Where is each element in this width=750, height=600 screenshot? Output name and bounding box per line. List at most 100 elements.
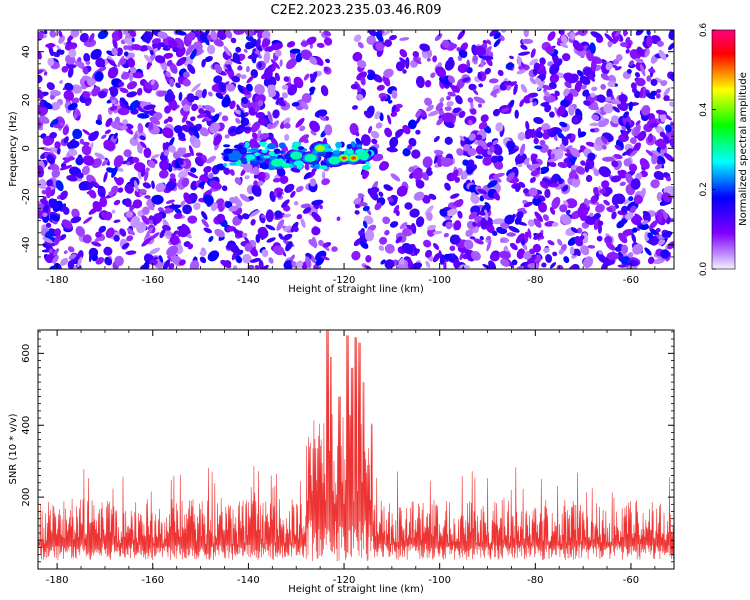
heatmap-cell — [620, 205, 629, 214]
x-tick-label: -60 — [623, 575, 639, 586]
heatmap-cell — [412, 168, 423, 180]
heatmap-cell — [109, 87, 119, 97]
heatmap-cell — [186, 93, 195, 103]
heatmap-cell — [189, 167, 197, 173]
heatmap-cell — [357, 193, 365, 198]
heatmap-cell — [641, 220, 649, 225]
heatmap-cell — [539, 139, 546, 146]
heatmap-cell — [182, 78, 191, 87]
heatmap-cell — [421, 51, 428, 59]
heatmap-cell — [352, 105, 358, 110]
x-tick-label: -80 — [527, 575, 543, 586]
heatmap-cell — [54, 233, 61, 246]
heatmap-cell — [111, 99, 116, 105]
heatmap-cell — [486, 239, 492, 252]
heatmap-cell — [169, 173, 176, 179]
heatmap-cell — [272, 109, 280, 119]
heatmap-cell — [648, 219, 659, 230]
heatmap-cell — [286, 41, 296, 48]
heatmap-cell — [74, 60, 84, 69]
heatmap-cell — [321, 171, 326, 180]
heatmap-cell — [446, 95, 451, 101]
heatmap-cell — [514, 184, 521, 191]
heatmap-cell — [654, 163, 663, 170]
heatmap-cell — [517, 55, 522, 67]
heatmap-cell — [579, 75, 591, 85]
heatmap-cell — [551, 196, 561, 210]
heatmap-cell — [452, 200, 460, 206]
heatmap-cell — [570, 147, 581, 158]
heatmap-cell — [585, 174, 593, 183]
heatmap-cell — [640, 114, 649, 122]
heatmap-cell — [543, 214, 549, 221]
heatmap-cell — [113, 155, 124, 168]
heatmap-cell — [119, 228, 127, 237]
heatmap-signal-cell — [347, 149, 354, 155]
heatmap-cell — [313, 264, 320, 269]
heatmap-cell — [82, 234, 92, 244]
heatmap-cell — [113, 234, 120, 242]
heatmap-peak — [357, 151, 370, 160]
heatmap-cell — [371, 138, 378, 145]
heatmap-signal-cell — [246, 157, 251, 163]
heatmap-cell — [92, 201, 103, 212]
heatmap-cell — [633, 194, 643, 205]
heatmap-cell — [46, 82, 55, 91]
heatmap-cell — [250, 218, 256, 226]
heatmap-cell — [549, 183, 560, 188]
heatmap-cell — [659, 131, 666, 138]
heatmap-cell — [39, 198, 49, 205]
heatmap-cell — [630, 137, 637, 145]
heatmap-cell — [237, 65, 243, 71]
heatmap-cell — [86, 77, 96, 87]
heatmap-cell — [177, 157, 184, 166]
heatmap-cell — [42, 237, 53, 244]
heatmap-cell — [444, 58, 455, 71]
heatmap-cell — [569, 263, 580, 269]
heatmap-cell — [123, 37, 134, 46]
heatmap-cell — [463, 239, 474, 250]
heatmap-cell — [132, 72, 144, 79]
heatmap-cell — [560, 34, 568, 44]
heatmap-cell — [607, 40, 613, 48]
heatmap-cell — [295, 260, 304, 269]
heatmap-cell — [488, 260, 497, 269]
heatmap-cell — [129, 30, 137, 38]
heatmap-cell — [551, 222, 559, 227]
heatmap-cell — [122, 119, 128, 125]
heatmap-frame — [37, 29, 675, 270]
heatmap-cell — [601, 144, 607, 150]
heatmap-cell — [447, 75, 455, 84]
heatmap-cell — [133, 133, 138, 140]
heatmap-cell — [287, 84, 298, 96]
heatmap-cell — [402, 148, 411, 157]
heatmap-cell — [227, 64, 232, 72]
heatmap-cell — [176, 56, 187, 67]
heatmap-cell — [145, 167, 150, 172]
heatmap-cell — [64, 42, 78, 51]
heatmap-cell — [82, 90, 90, 99]
heatmap-cell — [524, 129, 534, 140]
heatmap-cell — [187, 64, 196, 74]
heatmap-cell — [557, 161, 568, 169]
heatmap-cell — [38, 115, 50, 124]
heatmap-cell — [648, 235, 659, 246]
heatmap-cell — [596, 94, 606, 103]
heatmap-cell — [95, 119, 103, 126]
heatmap-cell — [283, 260, 294, 269]
colorbar-tick-label: 0.0 — [699, 262, 709, 277]
heatmap-cell — [467, 97, 474, 103]
heatmap-cell — [49, 118, 59, 128]
heatmap-cell — [71, 208, 80, 219]
heatmap-cell — [622, 130, 629, 139]
heatmap-cell — [293, 226, 299, 233]
heatmap-cell — [473, 238, 484, 245]
heatmap-cell — [401, 242, 414, 255]
heatmap-cell — [382, 216, 391, 225]
heatmap-cell — [190, 48, 197, 60]
heatmap-cell — [93, 181, 100, 188]
heatmap-cell — [62, 206, 70, 215]
heatmap-cell — [110, 121, 121, 130]
heatmap-cell — [254, 265, 260, 269]
heatmap-cell — [255, 234, 261, 243]
